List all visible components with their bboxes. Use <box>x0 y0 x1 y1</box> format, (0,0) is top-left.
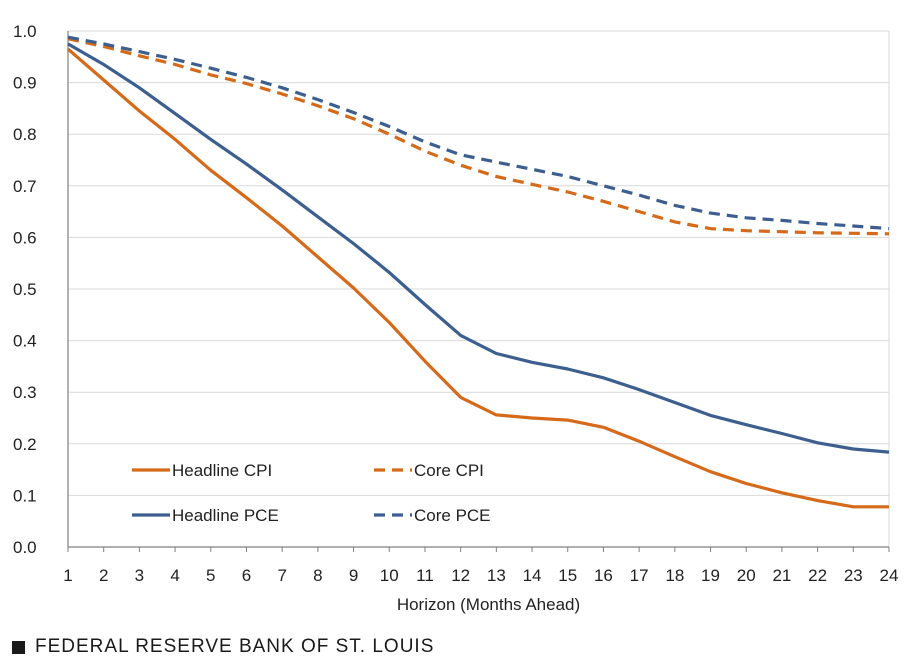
footer-square-icon <box>12 640 25 654</box>
y-tick-label: 0.9 <box>13 74 37 93</box>
x-tick-label: 24 <box>880 566 899 585</box>
x-tick-label: 10 <box>380 566 399 585</box>
x-tick-label: 7 <box>277 566 286 585</box>
x-tick-label: 8 <box>313 566 322 585</box>
series-line-headline-cpi <box>66 47 889 509</box>
x-axis-title: Horizon (Months Ahead) <box>397 595 580 614</box>
legend-label-core-pce: Core PCE <box>414 506 491 525</box>
y-tick-label: 0.2 <box>13 435 37 454</box>
y-tick-label: 0.6 <box>13 228 37 247</box>
x-tick-label: 1 <box>63 566 72 585</box>
y-tick-label: 0.5 <box>13 280 37 299</box>
y-tick-label: 0.4 <box>13 332 37 351</box>
legend-label-headline-cpi: Headline CPI <box>172 461 272 480</box>
x-tick-label: 19 <box>701 566 720 585</box>
footer: FEDERAL RESERVE BANK OF ST. LOUIS <box>12 636 434 658</box>
x-tick-label: 11 <box>416 566 434 585</box>
x-tick-label: 18 <box>665 566 684 585</box>
y-tick-label: 1.0 <box>13 22 37 41</box>
x-tick-label: 15 <box>558 566 577 585</box>
gridlines <box>68 30 889 496</box>
footer-text: FEDERAL RESERVE BANK OF ST. LOUIS <box>35 636 435 657</box>
x-tick-label: 16 <box>594 566 613 585</box>
x-tick-label: 9 <box>349 566 358 585</box>
x-tick-label: 5 <box>206 566 215 585</box>
y-tick-label: 0.7 <box>13 177 37 196</box>
y-tick-label: 0.3 <box>13 383 37 402</box>
x-tick-label: 12 <box>451 566 470 585</box>
x-axis-ticks: 1 2 3 4 5 6 7 8 9 10 11 12 13 14 15 16 17 18 19 20 21 22 23 24 <box>63 547 898 585</box>
x-tick-label: 13 <box>487 566 506 585</box>
x-tick-label: 20 <box>737 566 756 585</box>
legend-label-core-cpi: Core CPI <box>414 461 484 480</box>
y-axis-ticks: 0.0 0.1 0.2 0.3 0.4 0.5 0.6 0.7 0.8 0.9 1.0 <box>13 22 37 557</box>
x-tick-label: 14 <box>523 566 542 585</box>
series-lines <box>66 35 890 509</box>
series-line-headline-pce <box>67 42 890 454</box>
plot-border <box>67 30 890 548</box>
y-tick-label: 0.1 <box>13 486 37 505</box>
x-tick-label: 2 <box>99 566 108 585</box>
series-line-core-pce <box>67 35 890 231</box>
legend: Headline CPI Core CPI Headline PCE Core PCE <box>132 461 491 525</box>
y-tick-label: 0.8 <box>13 125 37 144</box>
series-line-core-cpi <box>67 37 890 236</box>
x-tick-label: 4 <box>170 566 179 585</box>
x-tick-label: 22 <box>808 566 827 585</box>
x-tick-label: 21 <box>772 566 791 585</box>
x-tick-label: 3 <box>135 566 144 585</box>
x-tick-label: 23 <box>844 566 863 585</box>
legend-label-headline-pce: Headline PCE <box>172 506 279 525</box>
x-tick-label: 17 <box>630 566 649 585</box>
y-tick-label: 0.0 <box>13 538 37 557</box>
x-tick-label: 6 <box>242 566 251 585</box>
